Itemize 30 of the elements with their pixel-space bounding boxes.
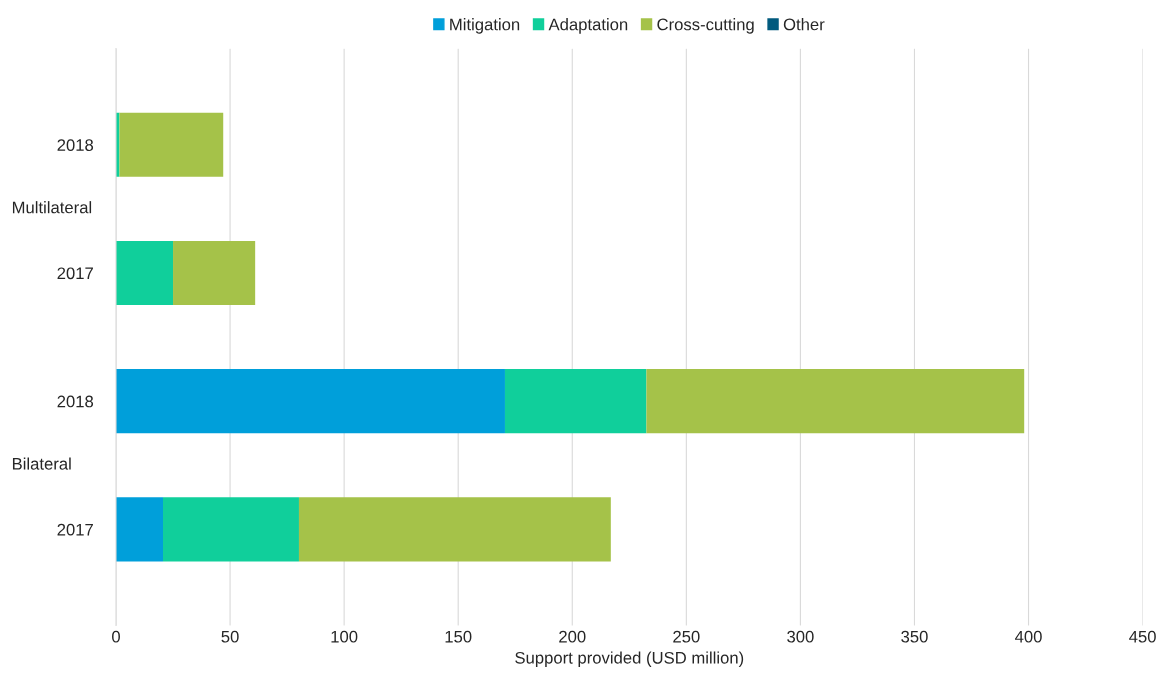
legend-label: Other bbox=[783, 18, 825, 31]
bar bbox=[298, 497, 611, 562]
legend-label: Mitigation bbox=[450, 18, 520, 34]
x-tick-label: 150 bbox=[445, 630, 472, 643]
x-tick-label: 0 bbox=[112, 630, 120, 643]
x-tick-label: 450 bbox=[1129, 630, 1156, 643]
x-tick-label: 400 bbox=[1015, 630, 1042, 643]
y-tick-label: 2017 bbox=[57, 267, 93, 280]
bar bbox=[116, 497, 163, 562]
x-tick-label: 300 bbox=[787, 630, 814, 643]
bar bbox=[646, 369, 1025, 434]
x-axis-title: Support provided (USD million) bbox=[515, 651, 744, 667]
bar bbox=[119, 112, 224, 177]
x-tick-label: 350 bbox=[901, 630, 928, 643]
x-tick-label: 100 bbox=[331, 630, 358, 643]
y-tick-label: 2018 bbox=[57, 139, 94, 151]
text: Bilateral bbox=[12, 457, 71, 470]
legend-label: Adaptation bbox=[548, 18, 628, 34]
x-tick-label: 50 bbox=[221, 630, 239, 643]
y-tick-label: 2017 bbox=[57, 523, 93, 536]
bar bbox=[163, 497, 299, 562]
text: Multilateral bbox=[12, 201, 92, 214]
bar bbox=[116, 240, 174, 306]
bar bbox=[504, 369, 647, 434]
legend-label: Cross-cutting bbox=[657, 18, 754, 34]
y-tick-label: 2018 bbox=[57, 395, 94, 408]
x-tick-label: 200 bbox=[559, 630, 586, 643]
bar bbox=[173, 240, 256, 306]
bar bbox=[116, 369, 505, 434]
x-tick-label: 250 bbox=[673, 630, 700, 643]
